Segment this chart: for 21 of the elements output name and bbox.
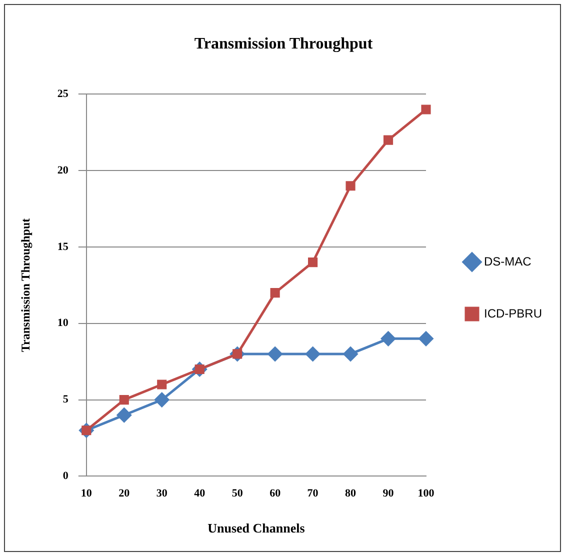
y-tick-label: 0 [62,470,69,482]
y-tick-label: 10 [57,317,69,330]
x-tick-label: 70 [307,488,319,500]
x-tick-label: 10 [80,488,92,500]
y-tick-label: 15 [57,240,69,253]
y-tick-label: 5 [62,394,69,406]
x-tick-label: 50 [232,488,244,500]
x-tick-label: 100 [418,488,435,500]
x-tick-label: 60 [270,488,282,500]
x-tick-label: 40 [194,488,206,500]
x-tick-label: 30 [156,488,168,500]
x-tick-label: 20 [118,488,130,500]
legend-label: DS-MAC [484,254,532,268]
x-axis-title: Unused Channels [208,520,305,536]
y-tick-label: 25 [57,88,69,100]
x-tick-label: 90 [382,488,394,500]
chart-title: Transmission Throughput [194,36,374,53]
legend-label: ICD-PBRU [484,306,542,320]
x-tick-label: 80 [345,488,357,500]
y-tick-label: 20 [57,164,69,176]
y-axis-title: Transmission Throughput [18,218,32,352]
